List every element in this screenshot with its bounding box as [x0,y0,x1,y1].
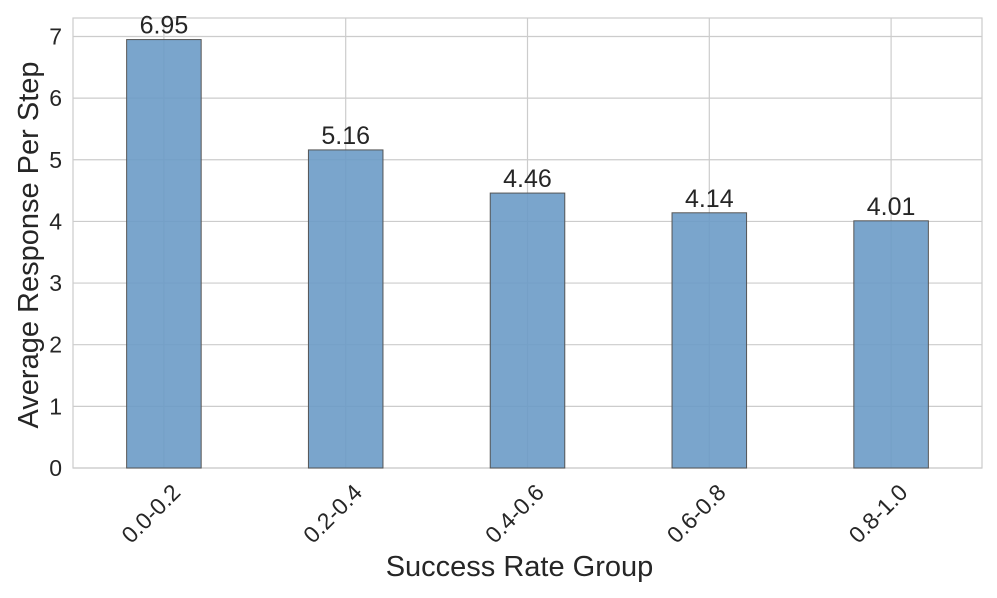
x-tick-label: 0.8-1.0 [843,479,912,548]
x-tick-label: 0.0-0.2 [116,479,185,548]
bar-0.2-0.4 [307,149,384,469]
y-tick-label: 3 [49,270,62,296]
x-axis-title: Success Rate Group [386,551,654,583]
bar-0.0-0.2 [126,39,202,469]
bar-0.6-0.8 [671,212,748,469]
x-tick-label: 0.6-0.8 [662,479,731,548]
y-tick-label: 4 [49,208,62,234]
bar-value-label: 4.14 [685,185,734,213]
x-axis-ticks: 0.0-0.2 0.2-0.4 0.4-0.6 0.6-0.8 0.8-1.0 [116,479,912,548]
bar-0.8-1.0 [853,220,929,469]
bars [126,39,929,469]
bar-value-label: 4.46 [503,165,552,193]
y-axis-title: Average Response Per Step [13,61,45,428]
bar-value-label: 5.16 [321,122,370,150]
y-tick-label: 5 [49,147,62,173]
x-tick-label: 0.2-0.4 [298,479,367,548]
y-tick-label: 1 [49,393,62,419]
bar-0.4-0.6 [489,192,566,469]
bar-value-label: 6.95 [140,12,189,40]
y-tick-label: 7 [49,23,62,49]
y-tick-label: 2 [49,332,62,358]
value-labels: 6.95 5.16 4.46 4.14 4.01 [140,12,916,221]
y-axis-ticks: 0 1 2 3 4 5 6 7 [49,23,62,481]
y-tick-label: 0 [49,455,62,481]
bar-value-label: 4.01 [867,193,916,221]
x-tick-label: 0.4-0.6 [480,479,549,548]
y-tick-label: 6 [49,85,62,111]
